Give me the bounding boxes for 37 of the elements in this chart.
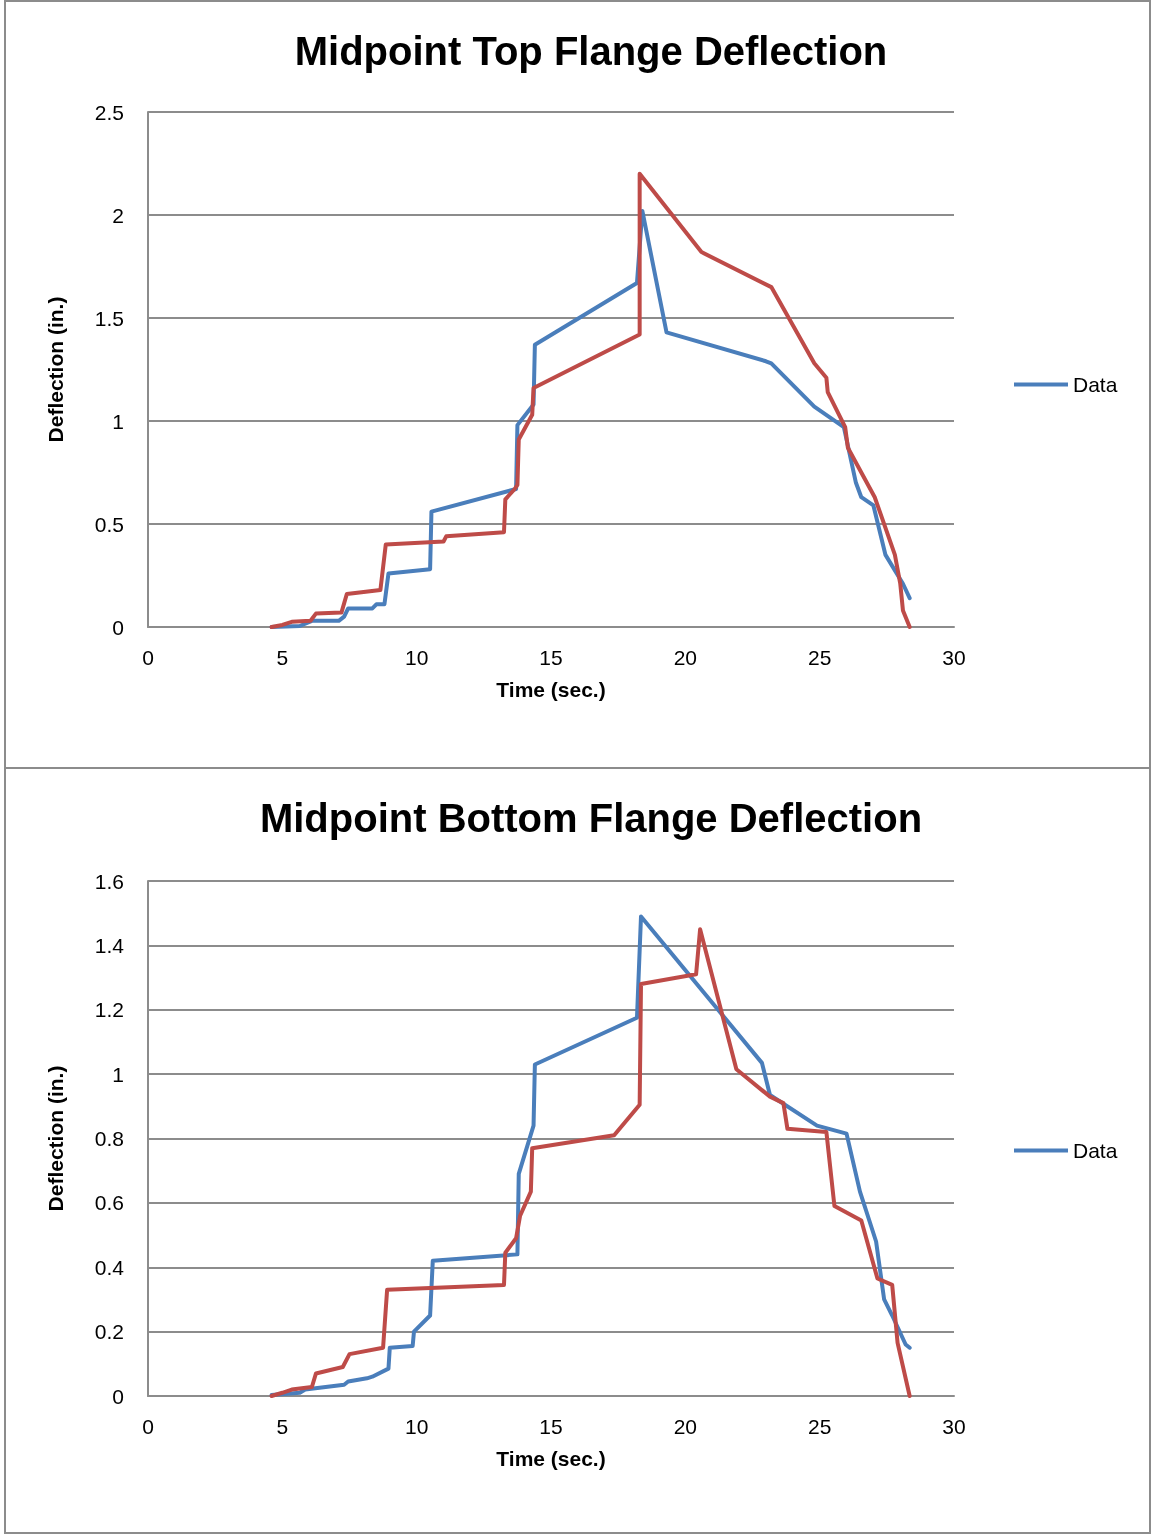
x-tick-label: 25: [807, 646, 832, 669]
y-tick-label: 0.2: [94, 1320, 124, 1344]
y-axis-title: Deflection (in.): [44, 296, 67, 443]
y-tick-label: 0.6: [94, 1191, 124, 1215]
y-tick-label: 0: [112, 1384, 124, 1408]
x-tick-label: 10: [404, 646, 429, 669]
x-tick-label: 5: [276, 646, 289, 669]
chart-title: Midpoint Top Flange Deflection: [294, 29, 888, 73]
y-tick-label: 1: [112, 1062, 124, 1086]
x-tick-label: 20: [673, 1415, 698, 1438]
legend-label: Data: [1073, 1139, 1118, 1162]
y-tick-label: 0.5: [94, 512, 124, 536]
chart-title: Midpoint Bottom Flange Deflection: [259, 796, 923, 840]
x-axis-title: Time (sec.): [496, 1447, 606, 1470]
y-tick-label: 2.5: [94, 100, 124, 124]
x-tick-label: 30: [942, 1415, 966, 1438]
y-tick-label: 0.4: [94, 1255, 125, 1279]
x-tick-label: 0: [142, 646, 154, 669]
x-tick-label: 15: [539, 646, 563, 669]
x-tick-label: 10: [404, 1415, 429, 1438]
x-tick-label: 15: [539, 1415, 563, 1438]
y-tick-label: 1: [112, 409, 124, 433]
y-tick-label: 1.5: [94, 306, 124, 330]
y-tick-label: 1.2: [94, 998, 124, 1022]
x-tick-label: 5: [276, 1415, 289, 1438]
legend-label: Data: [1073, 373, 1118, 396]
x-axis-title: Time (sec.): [496, 678, 606, 701]
y-axis-title: Deflection (in.): [44, 1065, 67, 1212]
y-tick-label: 0.8: [94, 1127, 124, 1150]
x-tick-label: 30: [942, 646, 966, 669]
y-tick-label: 0: [112, 615, 124, 639]
y-tick-label: 1.6: [94, 869, 124, 893]
x-tick-label: 0: [142, 1415, 154, 1438]
y-tick-label: 2: [112, 203, 124, 227]
x-tick-label: 20: [673, 646, 698, 669]
y-tick-label: 1.4: [94, 933, 125, 957]
x-tick-label: 25: [807, 1415, 832, 1438]
